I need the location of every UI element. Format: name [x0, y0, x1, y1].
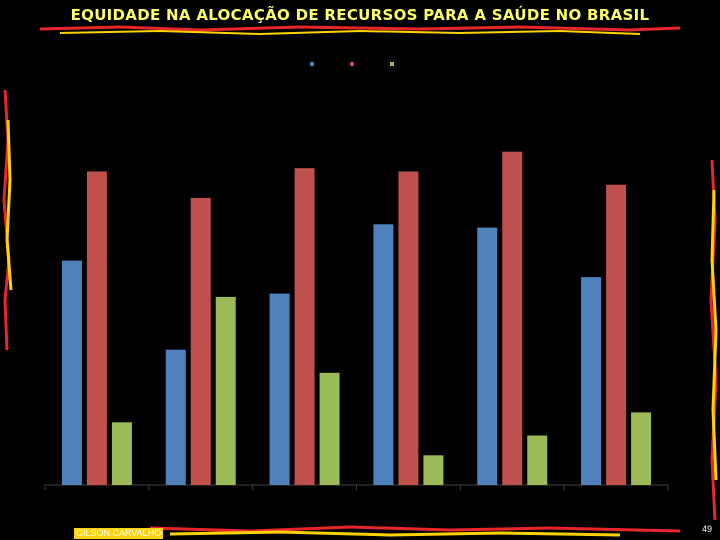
bar-series-1-cat-1 — [61, 260, 82, 485]
title-underline-yellow — [59, 29, 641, 36]
bar-series-2-cat-1 — [86, 171, 107, 485]
bottom-border-red — [149, 525, 681, 533]
title-underline-red — [39, 25, 681, 32]
bar-series-2-cat-6 — [606, 184, 627, 485]
bar-series-3-cat-3 — [319, 372, 340, 485]
bar-series-3-cat-4 — [423, 455, 444, 485]
bar-series-3-cat-1 — [111, 422, 132, 485]
bar-series-2-cat-5 — [502, 151, 523, 485]
bar-series-3-cat-5 — [527, 435, 548, 485]
legend-marker-3 — [390, 62, 394, 66]
bar-series-1-cat-3 — [269, 293, 290, 485]
right-border-yellow — [710, 189, 718, 481]
bar-series-3-cat-2 — [215, 296, 236, 485]
legend-marker-2 — [350, 62, 354, 66]
bar-series-2-cat-2 — [190, 197, 211, 485]
left-border-yellow — [5, 119, 13, 291]
bar-series-1-cat-4 — [373, 224, 394, 486]
bar-series-3-cat-6 — [631, 412, 652, 485]
slide-title: EQUIDADE NA ALOCAÇÃO DE RECURSOS PARA A … — [70, 6, 650, 24]
bar-series-2-cat-3 — [294, 168, 315, 485]
bar-series-2-cat-4 — [398, 171, 419, 485]
author-label: GILSON CARVALHO — [74, 528, 164, 539]
bar-series-1-cat-2 — [165, 349, 186, 485]
page-number: 49 — [701, 524, 712, 534]
bar-series-1-cat-6 — [581, 277, 602, 485]
bottom-border-yellow — [169, 530, 621, 537]
bar-series-1-cat-5 — [477, 227, 498, 485]
legend-marker-1 — [310, 62, 314, 66]
